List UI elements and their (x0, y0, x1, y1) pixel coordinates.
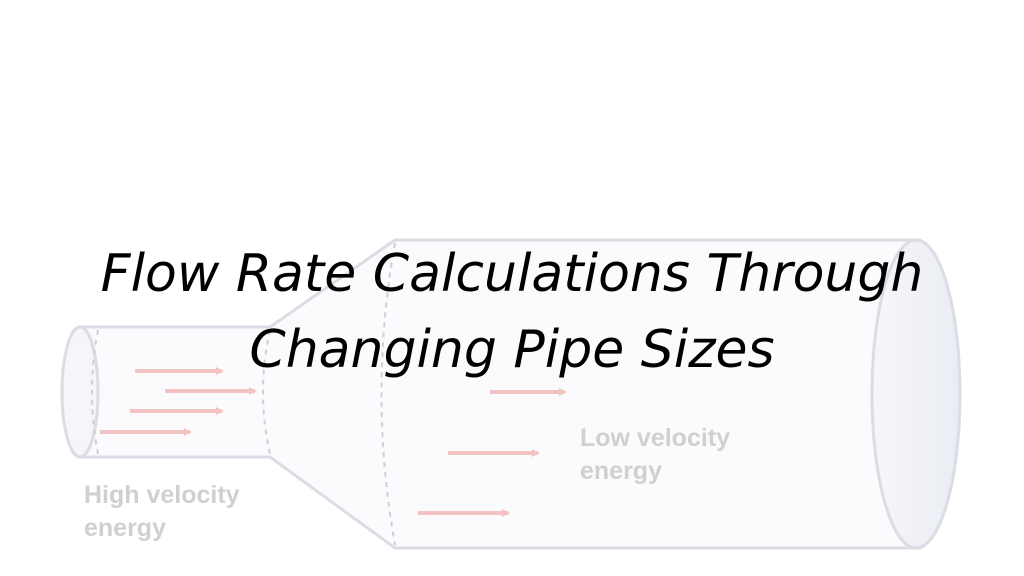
narrow-pipe-end (60, 325, 100, 459)
narrow-pipe-seam (91, 329, 99, 455)
transition-seam-left (262, 329, 271, 455)
slide-title-line-1: Flow Rate Calculations Through (100, 244, 924, 304)
slide-title: Flow Rate Calculations Through Changing … (0, 236, 1024, 388)
slide-title-line-2: Changing Pipe Sizes (249, 320, 775, 380)
wide-pipe-end (870, 238, 962, 550)
high-velocity-label-line-1: High velocity (84, 481, 240, 509)
low-velocity-label-line-1: Low velocity (580, 424, 730, 452)
high-velocity-label-line-2: energy (84, 514, 166, 542)
low-velocity-label-line-2: energy (580, 457, 662, 485)
transition-seam-right (380, 242, 396, 546)
